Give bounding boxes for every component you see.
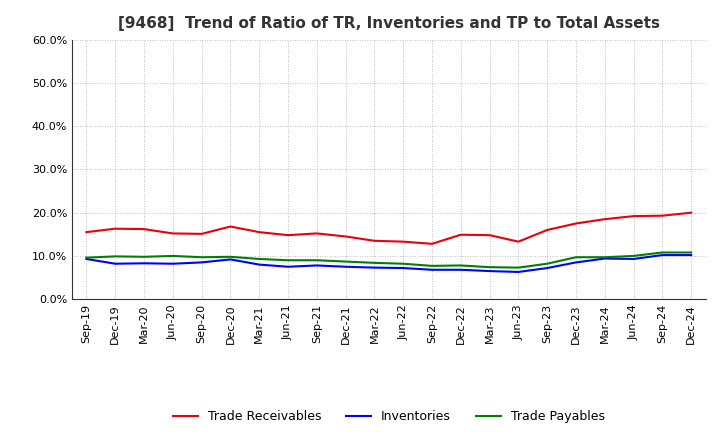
Trade Receivables (658, 213, 667, 218)
Trade Payables (428, 263, 436, 268)
Line: Trade Receivables: Trade Receivables (86, 213, 691, 244)
Trade Receivables (168, 231, 177, 236)
Trade Payables (341, 259, 350, 264)
Inventories (572, 260, 580, 265)
Trade Payables (485, 264, 494, 270)
Inventories (629, 257, 638, 262)
Trade Payables (456, 263, 465, 268)
Inventories (543, 265, 552, 271)
Title: [9468]  Trend of Ratio of TR, Inventories and TP to Total Assets: [9468] Trend of Ratio of TR, Inventories… (118, 16, 660, 32)
Trade Payables (543, 261, 552, 266)
Trade Payables (82, 255, 91, 260)
Trade Receivables (82, 230, 91, 235)
Legend: Trade Receivables, Inventories, Trade Payables: Trade Receivables, Inventories, Trade Pa… (168, 405, 610, 428)
Trade Receivables (370, 238, 379, 243)
Trade Payables (312, 258, 321, 263)
Trade Payables (168, 253, 177, 259)
Inventories (255, 262, 264, 267)
Trade Payables (514, 265, 523, 270)
Inventories (600, 256, 609, 261)
Inventories (140, 260, 148, 266)
Inventories (370, 265, 379, 270)
Trade Payables (629, 253, 638, 259)
Inventories (658, 253, 667, 258)
Trade Receivables (255, 230, 264, 235)
Inventories (399, 265, 408, 271)
Trade Receivables (629, 213, 638, 219)
Inventories (226, 257, 235, 262)
Trade Receivables (399, 239, 408, 244)
Trade Receivables (600, 216, 609, 222)
Trade Receivables (456, 232, 465, 237)
Inventories (168, 261, 177, 266)
Inventories (428, 267, 436, 272)
Inventories (312, 263, 321, 268)
Trade Receivables (485, 232, 494, 238)
Trade Payables (197, 255, 206, 260)
Trade Receivables (543, 227, 552, 233)
Trade Receivables (226, 224, 235, 229)
Trade Receivables (428, 241, 436, 246)
Inventories (197, 260, 206, 265)
Trade Payables (658, 250, 667, 255)
Inventories (82, 257, 91, 262)
Inventories (341, 264, 350, 269)
Inventories (284, 264, 292, 269)
Trade Payables (255, 257, 264, 262)
Line: Inventories: Inventories (86, 255, 691, 272)
Trade Payables (687, 250, 696, 255)
Inventories (687, 253, 696, 258)
Trade Payables (572, 255, 580, 260)
Trade Receivables (687, 210, 696, 215)
Trade Receivables (312, 231, 321, 236)
Trade Receivables (514, 239, 523, 244)
Inventories (485, 268, 494, 274)
Trade Receivables (111, 226, 120, 231)
Trade Receivables (197, 231, 206, 237)
Trade Payables (284, 258, 292, 263)
Inventories (111, 261, 120, 266)
Inventories (456, 267, 465, 272)
Trade Payables (370, 260, 379, 265)
Trade Receivables (140, 227, 148, 232)
Trade Payables (226, 254, 235, 260)
Trade Receivables (572, 221, 580, 226)
Trade Payables (140, 254, 148, 260)
Inventories (514, 269, 523, 275)
Trade Payables (600, 255, 609, 260)
Trade Payables (111, 254, 120, 259)
Trade Receivables (341, 234, 350, 239)
Line: Trade Payables: Trade Payables (86, 253, 691, 268)
Trade Receivables (284, 232, 292, 238)
Trade Payables (399, 261, 408, 266)
